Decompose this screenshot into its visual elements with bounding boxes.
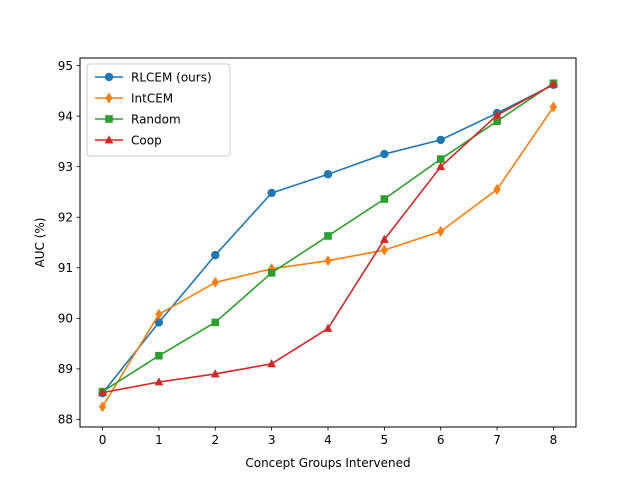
data-point [154,377,164,386]
data-point [437,225,445,237]
legend: RLCEM (ours) IntCEM Random Coop [86,63,231,157]
y-tick-label: 94 [58,109,73,123]
legend-label: IntCEM [131,91,173,105]
legend-label: Random [131,112,181,126]
legend-box [86,63,231,157]
y-tick-label: 91 [58,261,73,275]
plot-area [98,79,558,413]
y-tick-label: 90 [58,312,73,326]
data-point [379,234,389,243]
legend-marker [104,72,114,82]
y-tick-label: 95 [58,59,73,73]
series-coop [98,79,558,397]
data-point [323,323,333,332]
data-point [211,250,220,260]
data-point [154,318,164,327]
legend-entry: Random [95,112,181,126]
data-point [380,244,388,256]
legend-label: RLCEM (ours) [131,70,212,84]
legend-entry: Coop [95,133,162,147]
x-tick-label: 6 [437,433,445,447]
data-point [323,170,333,179]
legend-label: Coop [131,133,162,147]
data-point [549,79,558,88]
x-axis-label: Concept Groups Intervened [245,456,410,470]
y-tick-label: 88 [58,413,73,427]
data-point [324,232,332,240]
legend-marker [105,92,113,104]
x-tick-label: 1 [155,433,163,447]
y-tick-label: 93 [58,160,73,174]
data-point [211,276,219,288]
data-point [549,101,558,113]
data-point [155,351,163,360]
data-point [98,387,107,397]
data-point [98,401,107,413]
x-tick-label: 5 [381,433,389,447]
legend-marker [105,115,113,123]
data-point [436,135,445,145]
x-tick-label: 8 [550,433,558,447]
data-point [267,269,276,277]
data-point [493,117,501,125]
x-tick-label: 4 [324,433,332,447]
data-point [380,149,389,159]
y-tick-label: 92 [58,211,73,225]
data-point [210,369,220,378]
legend-marker [104,135,114,144]
data-point [436,155,445,163]
x-tick-label: 7 [493,433,501,447]
data-point [436,161,446,171]
data-point [211,318,220,327]
data-point [324,255,332,267]
x-tick-label: 2 [211,433,219,447]
x-tick-label: 3 [268,433,276,447]
legend-entry: RLCEM (ours) [95,70,212,84]
data-point [493,183,501,195]
y-tick-label: 89 [58,362,73,376]
data-point [267,188,276,198]
data-point [380,195,389,203]
x-tick-label: 0 [99,433,107,447]
data-point [267,359,277,368]
legend-entry: IntCEM [95,91,173,105]
axes-frame [79,57,577,428]
y-axis-label: AUC (%) [33,218,47,268]
data-point [492,110,502,119]
data-point [155,308,163,320]
